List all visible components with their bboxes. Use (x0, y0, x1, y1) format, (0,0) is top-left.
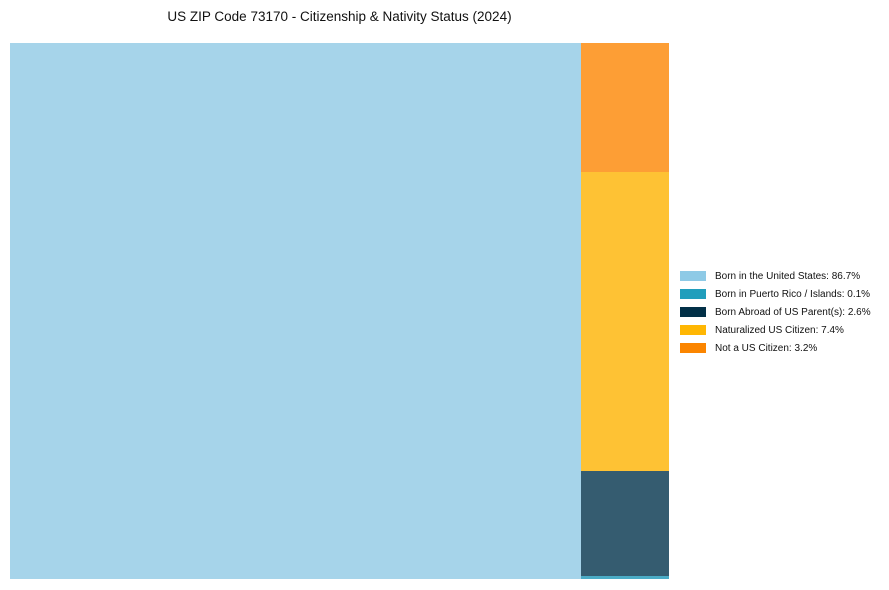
treemap-plot (10, 43, 669, 579)
legend-item: Not a US Citizen: 3.2% (680, 339, 871, 357)
legend-item: Naturalized US Citizen: 7.4% (680, 321, 871, 339)
legend-label: Born in Puerto Rico / Islands: 0.1% (715, 288, 871, 300)
legend-label: Born Abroad of US Parent(s): 2.6% (715, 306, 871, 318)
rect-naturalized (581, 172, 669, 471)
legend-swatch (680, 307, 706, 317)
legend-label: Not a US Citizen: 3.2% (715, 342, 818, 354)
legend-swatch (680, 271, 706, 281)
rect-puerto-rico (581, 576, 669, 579)
legend-item: Born in the United States: 86.7% (680, 267, 871, 285)
rect-not-citizen (581, 43, 669, 172)
legend-swatch (680, 325, 706, 335)
legend: Born in the United States: 86.7% Born in… (680, 267, 871, 357)
rect-born-us (10, 43, 581, 579)
legend-swatch (680, 289, 706, 299)
rect-born-abroad (581, 471, 669, 576)
legend-item: Born Abroad of US Parent(s): 2.6% (680, 303, 871, 321)
legend-label: Born in the United States: 86.7% (715, 270, 861, 282)
legend-swatch (680, 343, 706, 353)
legend-item: Born in Puerto Rico / Islands: 0.1% (680, 285, 871, 303)
chart-title: US ZIP Code 73170 - Citizenship & Nativi… (167, 9, 512, 24)
legend-label: Naturalized US Citizen: 7.4% (715, 324, 844, 336)
